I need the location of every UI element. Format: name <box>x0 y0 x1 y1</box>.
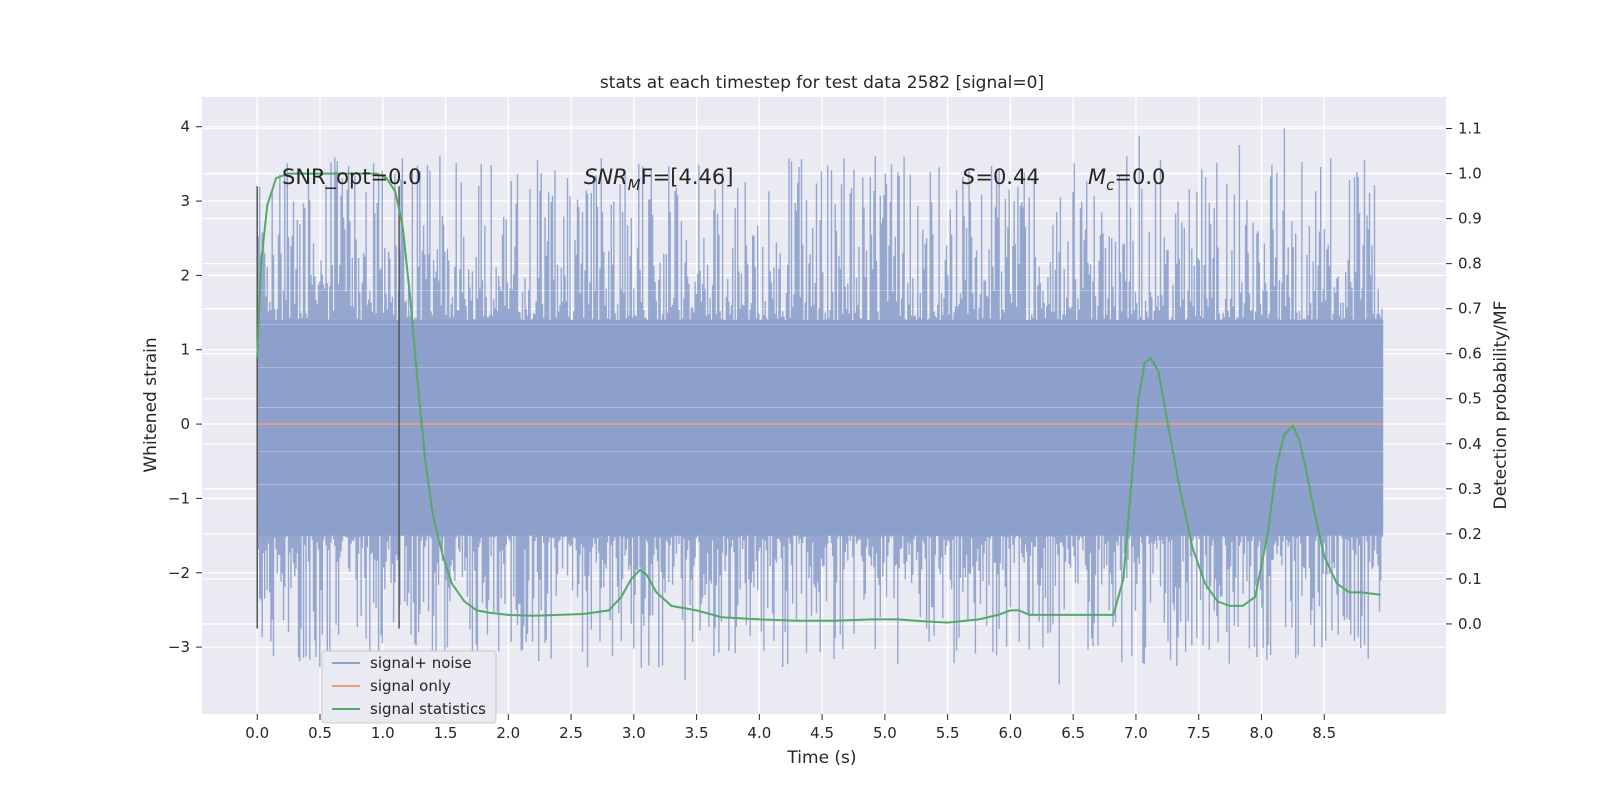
x-tick-label: 6.0 <box>998 724 1022 742</box>
legend-frame <box>321 650 497 724</box>
x-tick-label: 2.5 <box>559 724 583 742</box>
y-axis-right-ticks: 0.0 0.1 0.2 0.3 0.4 0.5 0.6 0.7 0.8 0.9 1.0 1.1 <box>1446 120 1482 633</box>
x-tick-label: 3.5 <box>685 724 709 742</box>
x-tick-label: 7.5 <box>1187 724 1211 742</box>
legend-label-statistics: signal statistics <box>370 700 486 718</box>
x-tick-label: 4.0 <box>747 724 771 742</box>
x-tick-label: 1.5 <box>434 724 458 742</box>
x-tick-label: 1.0 <box>371 724 395 742</box>
x-tick-label: 6.5 <box>1061 724 1085 742</box>
legend-label-signal-only: signal only <box>370 677 451 695</box>
y-tick-label: 4 <box>180 118 190 136</box>
annotation-mc-value: =0.0 <box>1114 165 1165 189</box>
legend-label-noise: signal+ noise <box>370 654 472 672</box>
x-tick-label: 0.5 <box>308 724 332 742</box>
y-right-tick-label: 0.9 <box>1458 210 1482 228</box>
annotation-s-value: =0.44 <box>975 165 1039 189</box>
y-right-tick-label: 0.5 <box>1458 390 1482 408</box>
x-tick-label: 5.5 <box>936 724 960 742</box>
y-right-tick-label: 0.3 <box>1458 480 1482 498</box>
annotation-mc: Mc=0.0 <box>1088 165 1165 194</box>
x-tick-label: 8.0 <box>1250 724 1274 742</box>
annotation-snr-mf: SNRMF=[4.46] <box>584 165 733 194</box>
x-tick-label: 2.0 <box>496 724 520 742</box>
x-tick-label: 4.5 <box>810 724 834 742</box>
y-right-tick-label: 0.4 <box>1458 435 1482 453</box>
series-signal-statistics <box>256 172 1381 624</box>
y-tick-label: −3 <box>168 638 190 656</box>
x-axis-label: Time (s) <box>786 748 856 768</box>
annotation-snr-mf-subscript: M <box>628 176 641 194</box>
y-axis-right-label: Detection probability/MF <box>1491 301 1511 510</box>
annotation-mc-subscript: c <box>1106 176 1115 194</box>
series-signal-noise <box>256 128 1384 685</box>
y-tick-label: −1 <box>168 489 190 507</box>
x-axis-ticks: 0.0 0.5 1.0 1.5 2.0 2.5 3.0 3.5 4.0 4.5 5.0 5.5 6.0 6… <box>245 714 1336 742</box>
annotation-s: S=0.44 <box>962 165 1040 189</box>
y-right-tick-label: 1.0 <box>1458 165 1482 183</box>
annotation-snr-mf-symbol: SNR <box>584 165 628 189</box>
y-tick-label: 1 <box>180 341 190 359</box>
vertical-markers <box>256 186 400 629</box>
x-tick-label: 0.0 <box>245 724 269 742</box>
y-right-tick-label: 0.2 <box>1458 525 1482 543</box>
y-right-tick-label: 0.7 <box>1458 300 1482 318</box>
legend: signal+ noise signal only signal statist… <box>321 650 497 724</box>
y-axis-label: Whitened strain <box>141 337 161 472</box>
annotation-mc-symbol: M <box>1088 165 1106 189</box>
x-tick-label: 5.0 <box>873 724 897 742</box>
annotation-s-symbol: S <box>962 165 975 189</box>
y-right-tick-label: 0.8 <box>1458 255 1482 273</box>
y-tick-label: 3 <box>180 192 190 210</box>
y-tick-label: 0 <box>180 415 190 433</box>
annotation-snr-opt: SNR_opt=0.0 <box>282 165 422 190</box>
y-right-tick-label: 1.1 <box>1458 120 1482 138</box>
x-tick-label: 8.5 <box>1312 724 1336 742</box>
annotation-snr-mf-value: F=[4.46] <box>641 165 734 189</box>
y-tick-label: 2 <box>180 266 190 284</box>
x-tick-label: 3.0 <box>622 724 646 742</box>
y-axis-left-ticks: −3 −2 −1 0 1 2 3 4 <box>168 118 202 656</box>
y-tick-label: −2 <box>168 564 190 582</box>
y-right-tick-label: 0.1 <box>1458 570 1482 588</box>
y-right-tick-label: 0.6 <box>1458 345 1482 363</box>
y-right-tick-label: 0.0 <box>1458 615 1482 633</box>
x-tick-label: 7.0 <box>1124 724 1148 742</box>
chart-title: stats at each timestep for test data 258… <box>600 73 1044 93</box>
